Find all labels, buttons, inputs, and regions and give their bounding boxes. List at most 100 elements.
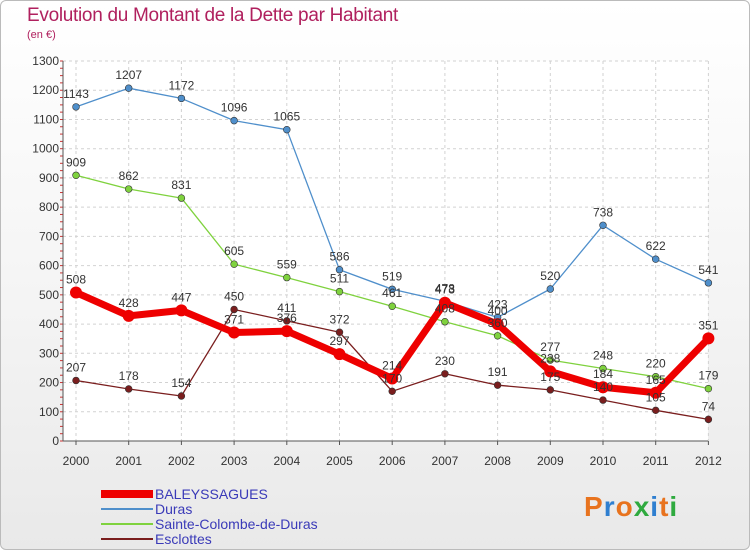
data-label: 909 bbox=[66, 155, 86, 169]
data-label: 862 bbox=[119, 169, 139, 183]
x-tick-label: 2005 bbox=[326, 454, 353, 468]
data-label: 478 bbox=[435, 281, 455, 295]
data-label: 508 bbox=[66, 273, 86, 287]
logo-letter: t bbox=[659, 491, 670, 522]
legend-swatch bbox=[101, 508, 153, 510]
data-label: 400 bbox=[488, 304, 508, 318]
data-label: 559 bbox=[277, 258, 297, 272]
data-point bbox=[388, 302, 396, 310]
y-tick-label: 500 bbox=[39, 288, 59, 302]
series-baleyssagues bbox=[70, 286, 715, 399]
y-tick-label: 900 bbox=[39, 171, 59, 185]
y-tick-label: 100 bbox=[39, 405, 59, 419]
y-tick-label: 800 bbox=[39, 200, 59, 214]
chart-subtitle: (en €) bbox=[27, 29, 56, 41]
data-label: 175 bbox=[540, 370, 560, 384]
series-sainte-colombe-de-duras bbox=[72, 171, 713, 393]
data-label: 220 bbox=[646, 357, 666, 371]
data-point bbox=[175, 304, 188, 317]
data-point bbox=[546, 386, 554, 394]
x-tick-label: 2004 bbox=[273, 454, 300, 468]
data-point bbox=[70, 286, 82, 299]
proxiti-logo: Proxiti bbox=[584, 491, 678, 523]
data-label: 105 bbox=[646, 390, 666, 404]
data-label: 831 bbox=[171, 178, 191, 192]
data-point bbox=[597, 381, 609, 394]
legend-swatch bbox=[101, 523, 153, 525]
data-point bbox=[493, 332, 502, 340]
legend-label: Sainte-Colombe-de-Duras bbox=[155, 516, 318, 532]
x-tick-label: 2012 bbox=[695, 454, 722, 468]
data-label: 511 bbox=[330, 272, 349, 286]
y-tick-label: 200 bbox=[39, 376, 59, 390]
data-point bbox=[283, 317, 291, 325]
data-point bbox=[599, 221, 607, 229]
data-point bbox=[491, 318, 504, 331]
data-point bbox=[124, 185, 133, 193]
data-point bbox=[228, 326, 241, 339]
logo-letter: i bbox=[669, 491, 679, 522]
data-point bbox=[651, 255, 660, 263]
data-point bbox=[651, 372, 660, 381]
data-point bbox=[388, 285, 396, 293]
y-tick-label: 0 bbox=[52, 434, 59, 448]
data-point bbox=[546, 285, 554, 293]
legend-swatch bbox=[101, 538, 153, 540]
data-point bbox=[335, 266, 344, 274]
data-point bbox=[335, 328, 344, 336]
data-label: 214 bbox=[382, 358, 402, 372]
y-tick-label: 1000 bbox=[32, 142, 59, 156]
data-point bbox=[704, 415, 713, 424]
data-point bbox=[230, 305, 238, 314]
data-point bbox=[386, 372, 399, 385]
data-point bbox=[72, 103, 80, 111]
data-label: 238 bbox=[540, 351, 560, 365]
data-label: 277 bbox=[540, 340, 560, 354]
data-label: 207 bbox=[66, 360, 86, 374]
y-tick-label: 300 bbox=[39, 346, 59, 360]
data-label: 297 bbox=[329, 334, 349, 348]
data-label: 376 bbox=[277, 311, 297, 325]
data-point bbox=[283, 273, 291, 282]
data-point bbox=[704, 279, 713, 287]
data-label: 1207 bbox=[115, 68, 142, 82]
data-point bbox=[335, 287, 344, 296]
data-label: 1172 bbox=[168, 78, 194, 92]
data-point bbox=[704, 384, 713, 393]
logo-letter: r bbox=[603, 491, 616, 522]
data-label: 372 bbox=[329, 312, 349, 326]
data-label: 351 bbox=[698, 318, 718, 332]
data-label: 473 bbox=[435, 283, 455, 297]
data-point bbox=[546, 356, 554, 364]
legend-swatch bbox=[101, 490, 153, 498]
data-label: 1065 bbox=[273, 110, 300, 124]
data-label: 461 bbox=[382, 286, 402, 300]
data-point bbox=[177, 392, 186, 400]
legend-label: Duras bbox=[155, 501, 193, 517]
y-tick-label: 700 bbox=[39, 229, 59, 243]
data-label: 622 bbox=[646, 239, 666, 253]
x-tick-label: 2000 bbox=[63, 454, 90, 468]
data-label: 519 bbox=[382, 269, 402, 283]
y-tick-label: 1300 bbox=[32, 54, 59, 68]
x-tick-label: 2003 bbox=[221, 454, 248, 468]
data-point bbox=[438, 296, 451, 309]
data-label: 450 bbox=[224, 289, 244, 303]
data-point bbox=[72, 376, 80, 385]
data-point bbox=[177, 94, 186, 103]
data-point bbox=[649, 386, 662, 399]
data-label: 165 bbox=[646, 373, 666, 387]
data-point bbox=[702, 332, 715, 345]
data-label: 360 bbox=[488, 316, 508, 330]
data-label: 179 bbox=[698, 369, 718, 383]
y-tick-label: 600 bbox=[39, 259, 59, 273]
x-tick-label: 2009 bbox=[537, 454, 564, 468]
data-point bbox=[122, 309, 135, 322]
data-label: 738 bbox=[593, 205, 613, 219]
data-label: 248 bbox=[593, 349, 613, 363]
data-point bbox=[388, 387, 396, 396]
y-tick-label: 400 bbox=[39, 317, 59, 331]
data-label: 371 bbox=[224, 313, 244, 327]
